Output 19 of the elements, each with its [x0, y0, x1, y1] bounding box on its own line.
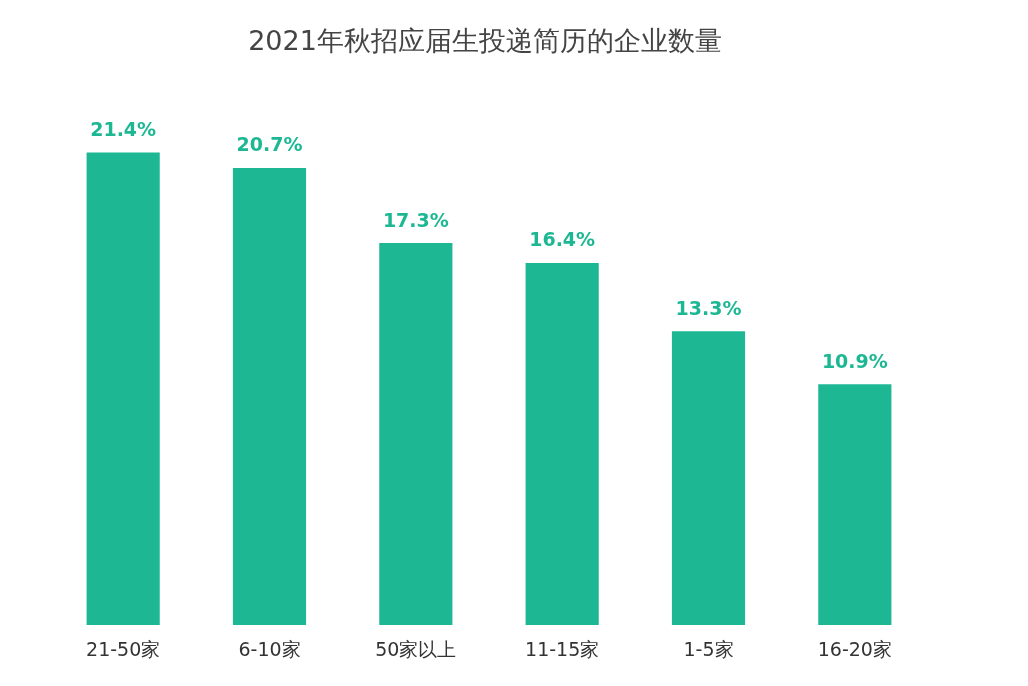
data-label: 20.7%	[236, 133, 303, 156]
data-label: 10.9%	[821, 349, 888, 372]
bar	[86, 152, 160, 625]
bar	[379, 243, 453, 625]
bar	[671, 331, 746, 625]
x-tick-label: 1-5家	[683, 637, 734, 660]
x-tick-label: 21-50家	[86, 637, 161, 660]
x-tick-label: 16-20家	[817, 637, 892, 660]
x-tick-label: 6-10家	[238, 637, 301, 660]
data-label: 13.3%	[675, 296, 742, 319]
x-tick-label: 50家以上	[375, 637, 457, 660]
bar	[232, 167, 307, 625]
bar	[818, 384, 892, 625]
data-label: 17.3%	[382, 208, 449, 231]
chart-title: 2021年秋招应届生投递简历的企业数量	[248, 25, 722, 56]
x-tick-label: 11-15家	[525, 637, 600, 660]
data-label: 21.4%	[90, 117, 157, 140]
data-label: 16.4%	[529, 228, 596, 251]
bar	[525, 262, 599, 625]
